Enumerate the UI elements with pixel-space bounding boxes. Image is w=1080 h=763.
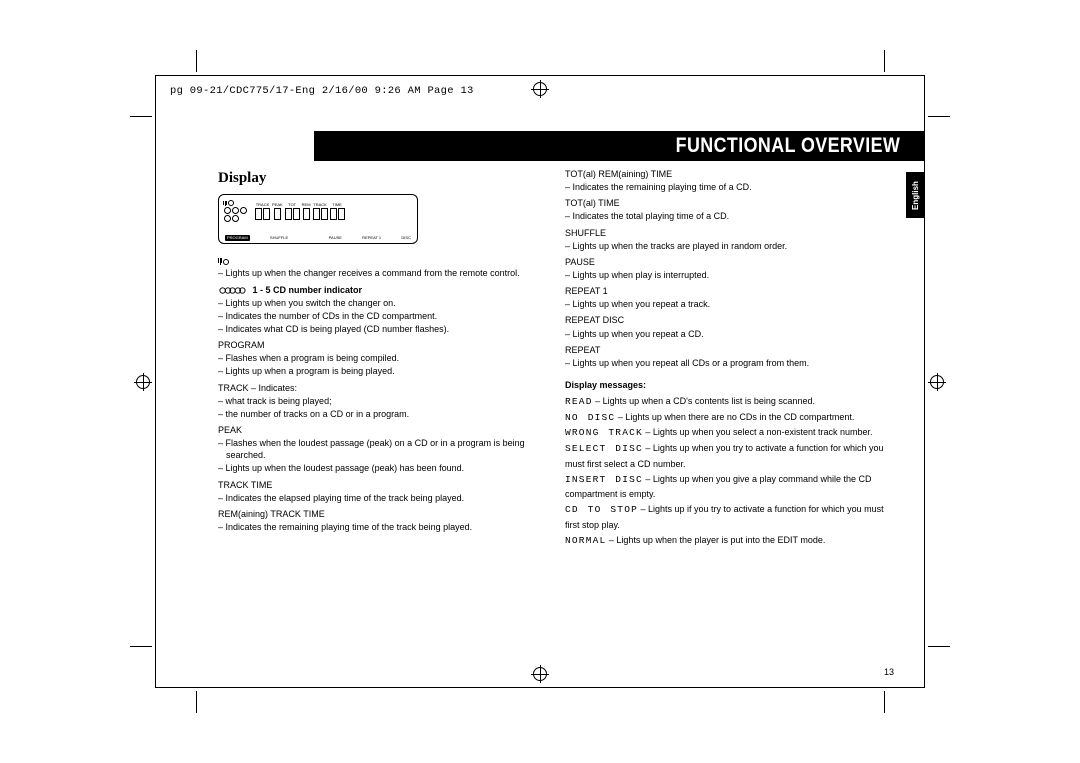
crop-mark [928, 646, 950, 647]
ir-indicator-head [218, 254, 547, 266]
display-messages-body: READ – Lights up when a CD's contents li… [565, 394, 894, 548]
registration-target [136, 375, 150, 389]
title-banner: FUNCTIONAL OVERVIEW [314, 131, 924, 161]
cd-indicator-head: 1 - 5 CD number indicator [218, 284, 547, 296]
tot-time-head: TOT(al) TIME [565, 197, 894, 209]
track-time-head: TRACK TIME [218, 479, 547, 491]
display-section-title: Display [218, 168, 547, 188]
page-frame: FUNCTIONAL OVERVIEW English Display [155, 75, 925, 688]
language-label: English [911, 181, 920, 210]
crop-mark [928, 116, 950, 117]
column-right: TOT(al) REM(aining) TIME – Indicates the… [565, 168, 894, 667]
display-panel-illustration: TRACK PEAK TOT REM TRACK TIME PROGRAM SH… [218, 194, 418, 244]
crop-mark [196, 691, 197, 713]
crop-mark [196, 50, 197, 72]
repeat-head: REPEAT [565, 344, 894, 356]
column-left: Display TRACK PEAK [218, 168, 547, 667]
cd-circles-icon [219, 287, 245, 293]
program-head: PROGRAM [218, 339, 547, 351]
language-tab: English [906, 172, 924, 218]
display-messages-head: Display messages: [565, 379, 894, 391]
ir-desc: – Lights up when the changer receives a … [218, 267, 547, 279]
tot-rem-time-head: TOT(al) REM(aining) TIME [565, 168, 894, 180]
page-title: FUNCTIONAL OVERVIEW [675, 134, 900, 158]
crop-mark [130, 646, 152, 647]
registration-target [930, 375, 944, 389]
crop-mark [884, 50, 885, 72]
repeat1-head: REPEAT 1 [565, 285, 894, 297]
ir-icon [218, 258, 229, 265]
content-area: Display TRACK PEAK [218, 168, 894, 667]
shuffle-head: SHUFFLE [565, 227, 894, 239]
crop-mark [884, 691, 885, 713]
pause-head: PAUSE [565, 256, 894, 268]
page-number: 13 [884, 667, 894, 677]
repeat-disc-head: REPEAT DISC [565, 314, 894, 326]
crop-mark [130, 116, 152, 117]
track-head: TRACK – Indicates: [218, 382, 547, 394]
peak-head: PEAK [218, 424, 547, 436]
rem-track-time-head: REM(aining) TRACK TIME [218, 508, 547, 520]
